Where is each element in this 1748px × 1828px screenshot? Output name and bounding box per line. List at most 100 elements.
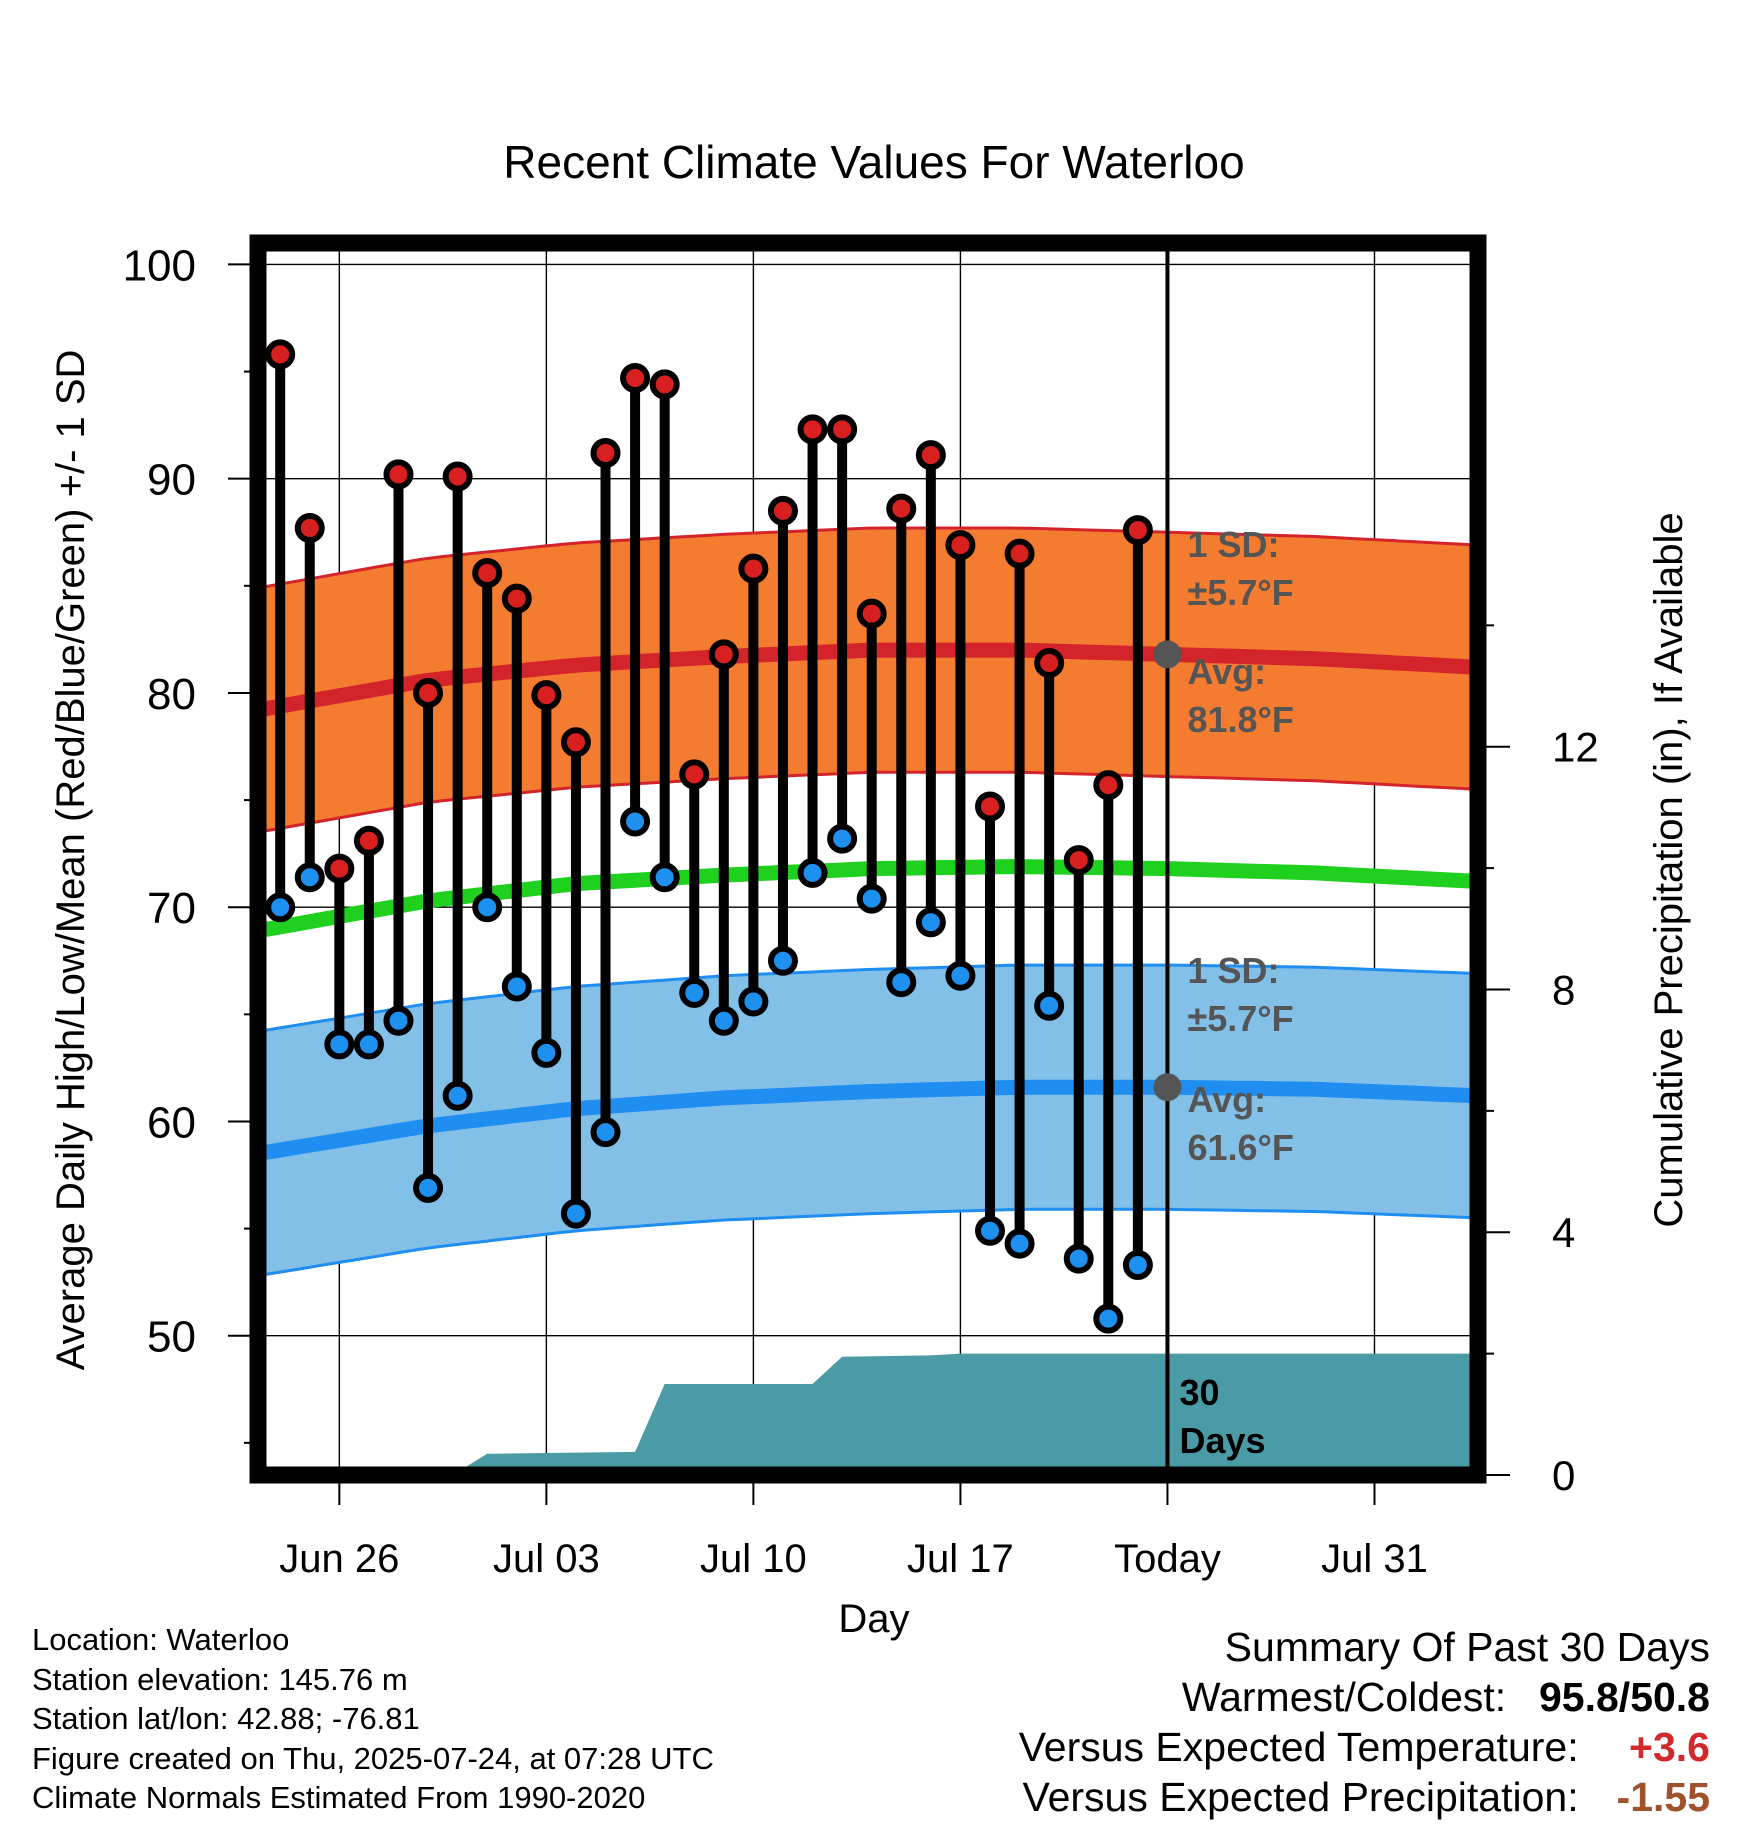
daily-low-point	[827, 823, 858, 854]
daily-high-point	[649, 369, 680, 400]
daily-low-point	[1122, 1250, 1153, 1281]
chart-title: Recent Climate Values For Waterloo	[503, 136, 1244, 188]
daily-low-point	[945, 960, 976, 991]
y-tick-label: 50	[147, 1313, 196, 1362]
elevation-text: Station elevation: 145.76 m	[32, 1661, 408, 1697]
daily-low-point	[738, 986, 769, 1017]
y-tick-label: 90	[147, 456, 196, 505]
daily-low-point	[886, 967, 917, 998]
x-axis-label: Day	[838, 1597, 909, 1641]
daily-low-point	[767, 945, 798, 976]
daily-high-point	[886, 493, 917, 524]
precip-value: -1.55	[1616, 1774, 1710, 1820]
high-avg-label: Avg:	[1187, 651, 1266, 692]
daily-high-point	[413, 677, 444, 708]
normal-low-band-lower	[258, 1207, 1478, 1278]
y-tick-label: 60	[147, 1098, 196, 1147]
daily-high-point	[590, 437, 621, 468]
x-tick-label: Jun 26	[279, 1537, 399, 1581]
low-sd-label: ±5.7°F	[1187, 998, 1293, 1039]
daily-high-point	[1122, 515, 1153, 546]
precip-area	[258, 1353, 1478, 1475]
y-tick-label: 80	[147, 670, 196, 719]
summary-panel: Summary Of Past 30 Days Warmest/Coldest:…	[1019, 1622, 1710, 1822]
daily-low-point	[531, 1037, 562, 1068]
temp-label: Versus Expected Temperature:	[1018, 1724, 1579, 1770]
daily-low-point	[975, 1215, 1005, 1246]
daily-low-point	[324, 1029, 355, 1060]
warm-cold-label: Warmest/Coldest:	[1181, 1674, 1507, 1720]
x-tick-label: Jul 17	[907, 1537, 1014, 1581]
low-sd-label: 1 SD:	[1187, 950, 1279, 991]
x-tick-label: Jul 03	[493, 1537, 600, 1581]
daily-high-point	[265, 339, 296, 370]
daily-low-point	[413, 1172, 444, 1203]
daily-high-point	[294, 512, 325, 543]
y2-tick-label: 0	[1552, 1452, 1575, 1499]
daily-low-point	[353, 1029, 384, 1060]
daily-low-point	[1063, 1243, 1094, 1274]
daily-high-point	[1034, 647, 1065, 678]
daily-low-point	[649, 862, 680, 893]
daily-high-point	[442, 461, 473, 492]
daily-high-point	[501, 583, 532, 614]
daily-low-point	[560, 1198, 591, 1229]
daily-high-point	[472, 557, 503, 588]
daily-low-point	[1004, 1228, 1035, 1259]
normals-text: Climate Normals Estimated From 1990-2020	[32, 1780, 646, 1815]
created-text: Figure created on Thu, 2025-07-24, at 07…	[32, 1740, 714, 1776]
plot-content: 1 SD: ±5.7°F Avg: 81.8°F 1 SD: ±5.7°F Avg: 61.6…	[258, 243, 1478, 1475]
y-tick-label: 100	[123, 241, 196, 290]
daily-high-point	[767, 495, 798, 526]
daily-low-point	[265, 892, 296, 923]
x-tick-label: Today	[1114, 1537, 1221, 1581]
daily-high-point	[324, 853, 355, 884]
daily-high-point	[679, 759, 710, 790]
daily-low-point	[501, 971, 532, 1002]
daily-low-point	[915, 907, 946, 938]
daily-high-point	[856, 598, 887, 629]
y2-tick-label: 12	[1552, 724, 1599, 771]
daily-high-point	[620, 362, 651, 393]
x-tick-label: Jul 10	[700, 1537, 807, 1581]
high-avg-label: 81.8°F	[1187, 699, 1293, 740]
y2-tick-label: 8	[1552, 966, 1575, 1013]
summary-title: Summary Of Past 30 Days	[1224, 1624, 1710, 1670]
low-avg-label: Avg:	[1187, 1079, 1266, 1120]
daily-high-point	[945, 530, 976, 561]
daily-low-point	[620, 806, 651, 837]
daily-high-point	[1093, 770, 1124, 801]
today-high-avg-marker	[1153, 640, 1182, 669]
station-info: Location: Waterloo Station elevation: 14…	[32, 1620, 714, 1818]
warm-cold-value: 95.8/50.8	[1539, 1674, 1710, 1720]
low-avg-label: 61.6°F	[1187, 1127, 1293, 1168]
high-sd-label: ±5.7°F	[1187, 572, 1293, 613]
summary-warm-cold: Warmest/Coldest: 95.8/50.8	[1019, 1672, 1710, 1722]
y-axis-label: Average Daily High/Low/Mean (Red/Blue/Gr…	[49, 350, 93, 1371]
daily-high-point	[827, 414, 858, 445]
daily-low-point	[856, 883, 887, 914]
daily-high-point	[560, 727, 591, 758]
temp-value: +3.6	[1629, 1724, 1710, 1770]
y2-axis-label: Cumulative Precipitation (in), If Availa…	[1647, 512, 1691, 1227]
daily-low-point	[1034, 990, 1065, 1021]
daily-high-point	[975, 791, 1005, 822]
daily-high-point	[383, 459, 414, 490]
latlon-text: Station lat/lon: 42.88; -76.81	[32, 1701, 420, 1736]
location-text: Location: Waterloo	[32, 1622, 290, 1657]
daily-high-point	[738, 553, 769, 584]
daily-low-point	[294, 862, 325, 893]
daily-high-point	[708, 639, 739, 670]
precip-days-label: 30	[1179, 1372, 1219, 1413]
daily-low-point	[442, 1080, 473, 1111]
summary-precip: Versus Expected Precipitation: -1.55	[1019, 1772, 1711, 1822]
plot-frame	[249, 234, 1487, 1484]
y-tick-label: 70	[147, 884, 196, 933]
precip-days-label: Days	[1179, 1420, 1265, 1461]
daily-high-point	[531, 680, 562, 711]
daily-high-point	[1004, 538, 1035, 569]
daily-high-point	[797, 414, 828, 445]
normal-low-band	[258, 965, 1478, 1276]
daily-low-point	[472, 892, 503, 923]
